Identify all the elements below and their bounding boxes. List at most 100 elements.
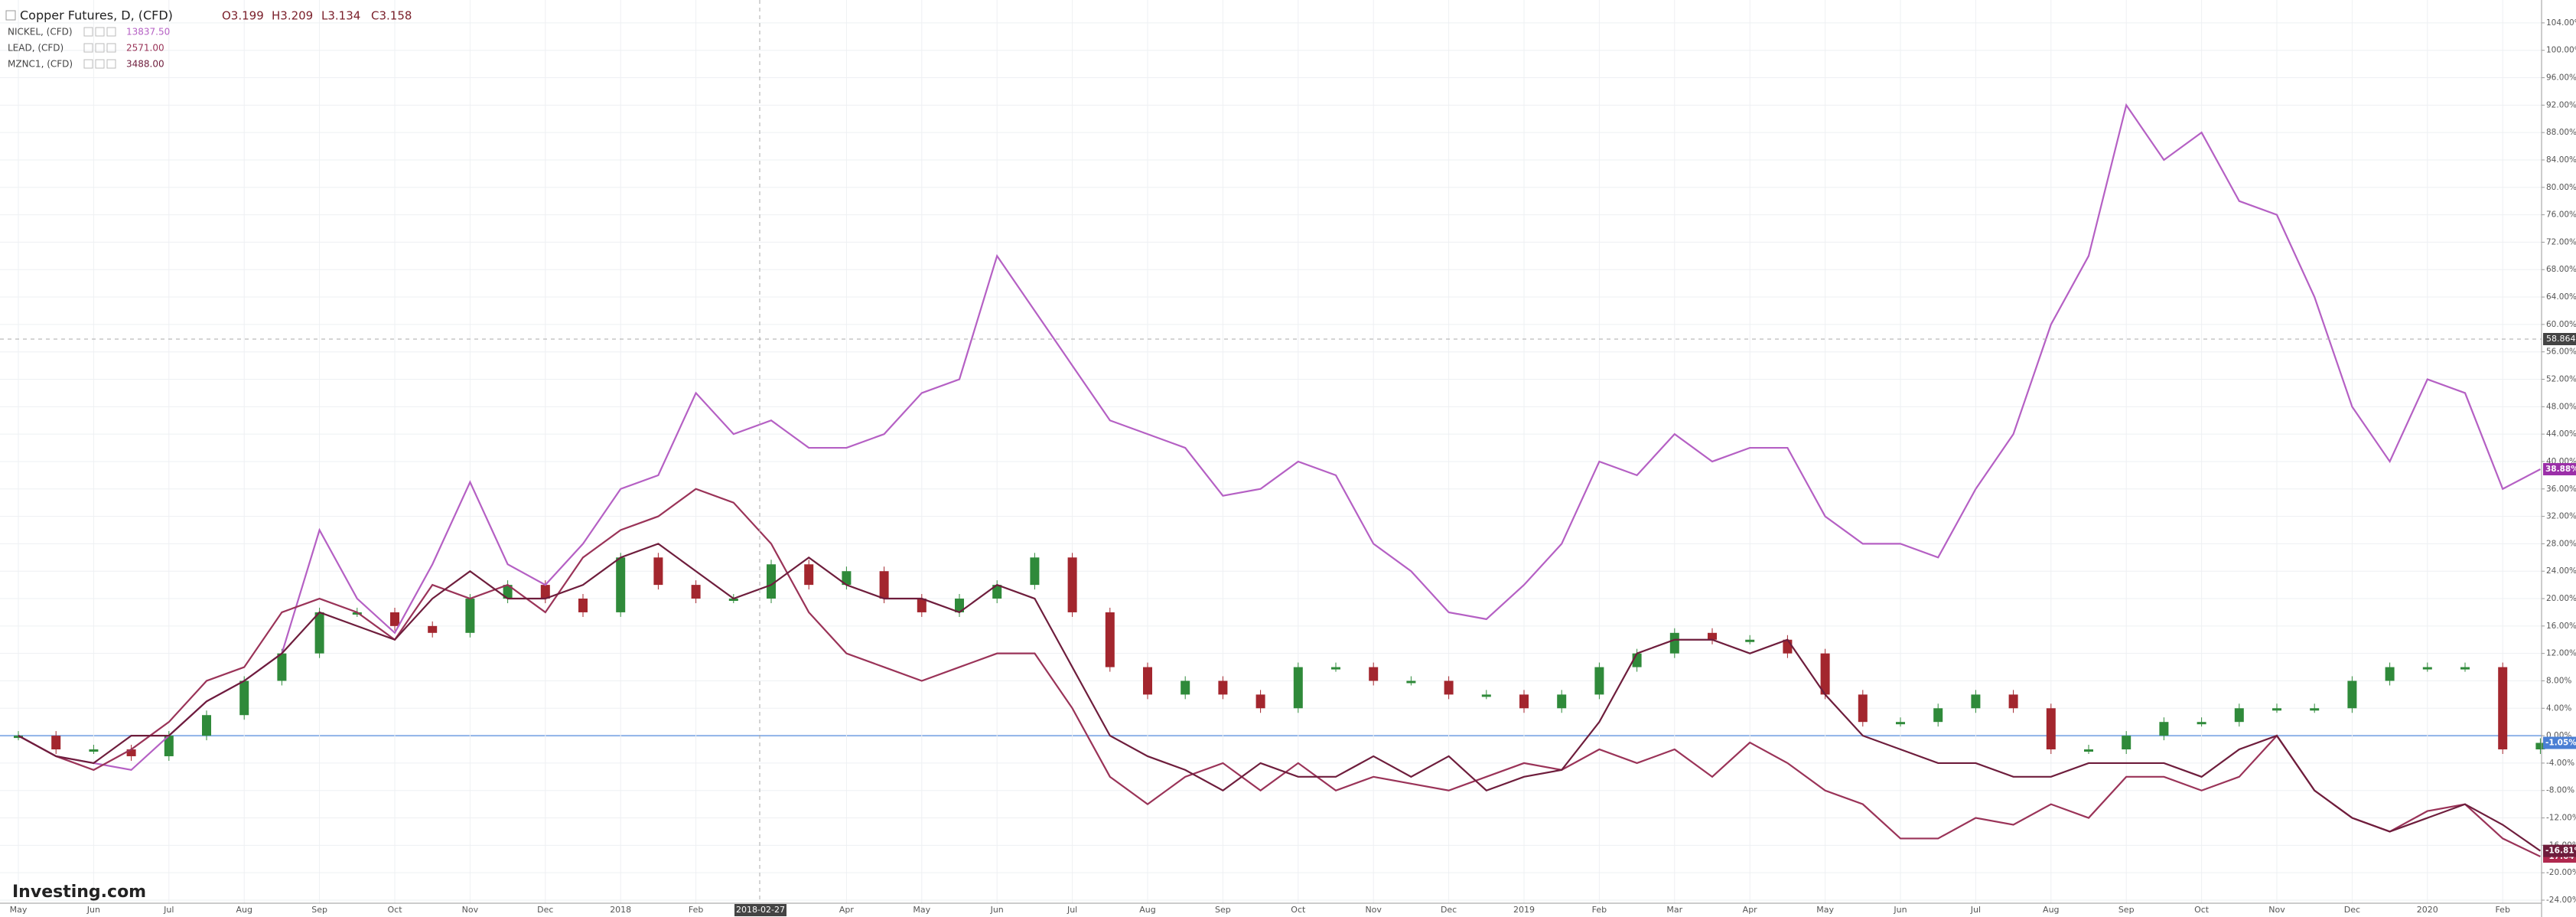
candle (2197, 722, 2206, 725)
series-line (18, 103, 2541, 772)
x-tick-label: Sep (311, 905, 327, 915)
candle (653, 557, 663, 586)
y-tick-label: 96.00% (2546, 73, 2576, 83)
legend-button[interactable] (83, 27, 93, 37)
candle (1105, 612, 1115, 667)
y-tick-label: 88.00% (2546, 128, 2576, 137)
y-tick-label: 4.00% (2546, 703, 2571, 713)
legend-name: LEAD, (CFD) (8, 43, 64, 54)
end-label-box (2543, 462, 2576, 475)
candle (1594, 667, 1604, 695)
logo: Investing.com (12, 883, 146, 902)
end-label: -16.81% (2545, 847, 2576, 856)
candle (1143, 667, 1152, 695)
candle (14, 736, 23, 739)
candle (465, 599, 475, 633)
candle (1858, 694, 1868, 723)
legend-button[interactable] (106, 43, 116, 53)
legend-button[interactable] (95, 43, 105, 53)
y-tick-label: 32.00% (2546, 512, 2576, 521)
series-line (18, 543, 2542, 852)
candle (352, 612, 362, 615)
x-tick-label: Jun (86, 905, 100, 915)
legend-button[interactable] (83, 59, 93, 69)
y-tick-label: 76.00% (2546, 210, 2576, 220)
x-tick-label: Oct (387, 905, 402, 915)
candle (1369, 667, 1379, 681)
y-tick-label: 100.00% (2546, 46, 2576, 55)
candle (578, 599, 588, 612)
y-tick-label: 8.00% (2546, 676, 2571, 685)
y-tick-label: 36.00% (2546, 485, 2576, 494)
candle (2347, 680, 2357, 709)
y-tick-label: -24.00% (2546, 896, 2576, 905)
y-tick-label: -12.00% (2546, 814, 2576, 823)
x-tick-label: Sep (1215, 905, 1231, 915)
y-tick-label: 20.00% (2546, 594, 2576, 603)
candle (2159, 722, 2169, 736)
ohlc-value: H3.209 (272, 9, 313, 23)
x-tick-label: Apr (1743, 905, 1758, 915)
x-tick-label: 2019 (1513, 905, 1535, 915)
candle (164, 736, 174, 756)
candle (1406, 680, 1416, 684)
y-tick-label: 84.00% (2546, 155, 2576, 165)
candle (540, 585, 550, 599)
x-tick-label: Jul (1970, 905, 1981, 915)
y-tick-label: 104.00% (2546, 18, 2576, 28)
y-tick-label: 80.00% (2546, 183, 2576, 192)
candle (2422, 667, 2432, 670)
end-label: -1.05% (2545, 739, 2576, 748)
plot (14, 103, 2545, 858)
legend-name: MZNC1, (CFD) (8, 59, 73, 70)
legend-button[interactable] (106, 59, 116, 69)
x-tick-label: Oct (1291, 905, 1306, 915)
end-label-box (2543, 736, 2576, 749)
x-tick-label: May (913, 905, 930, 915)
x-tick-label: Jun (990, 905, 1004, 915)
candle (1218, 680, 1228, 695)
candle (1669, 632, 1679, 654)
candle (804, 564, 814, 586)
legend-button[interactable] (95, 59, 105, 69)
x-tick-label: Jul (163, 905, 174, 915)
x-tick-label: Jun (1893, 905, 1907, 915)
candle (51, 736, 61, 750)
crosshair-y-box (2543, 333, 2576, 345)
x-tick-label: Dec (1441, 905, 1457, 915)
candle (767, 564, 776, 599)
candle (2460, 667, 2470, 670)
candle (842, 571, 852, 586)
candle (2122, 736, 2131, 750)
legend-name: NICKEL, (CFD) (8, 27, 73, 38)
y-tick-label: -20.00% (2546, 868, 2576, 877)
candle (1255, 694, 1265, 709)
candle (1820, 653, 1830, 695)
candle (1030, 557, 1040, 586)
candle (1181, 680, 1190, 695)
y-tick-label: 92.00% (2546, 100, 2576, 109)
legend-button[interactable] (95, 27, 105, 37)
candle (202, 715, 211, 736)
x-tick-label: Nov (1365, 905, 1382, 915)
x-tick-label: Jul (1067, 905, 1077, 915)
candle (89, 749, 99, 752)
legend-button[interactable] (106, 27, 116, 37)
candle (1971, 694, 1981, 709)
candle (1557, 694, 1567, 709)
candle (2008, 694, 2018, 709)
candle (2046, 708, 2056, 750)
crosshair-x-box (734, 904, 786, 916)
crosshair-y-label: 58.864 (2546, 334, 2576, 344)
ohlc-value: O3.199 (222, 9, 264, 23)
legend-button[interactable] (83, 43, 93, 53)
x-tick-label: 2018 (610, 905, 631, 915)
x-tick-label: Sep (2118, 905, 2135, 915)
y-tick-label: 28.00% (2546, 539, 2576, 548)
end-label-box (2543, 844, 2576, 857)
x-tick-label: Nov (462, 905, 479, 915)
x-tick-label: Aug (2043, 905, 2059, 915)
x-tick-label: Aug (1139, 905, 1155, 915)
